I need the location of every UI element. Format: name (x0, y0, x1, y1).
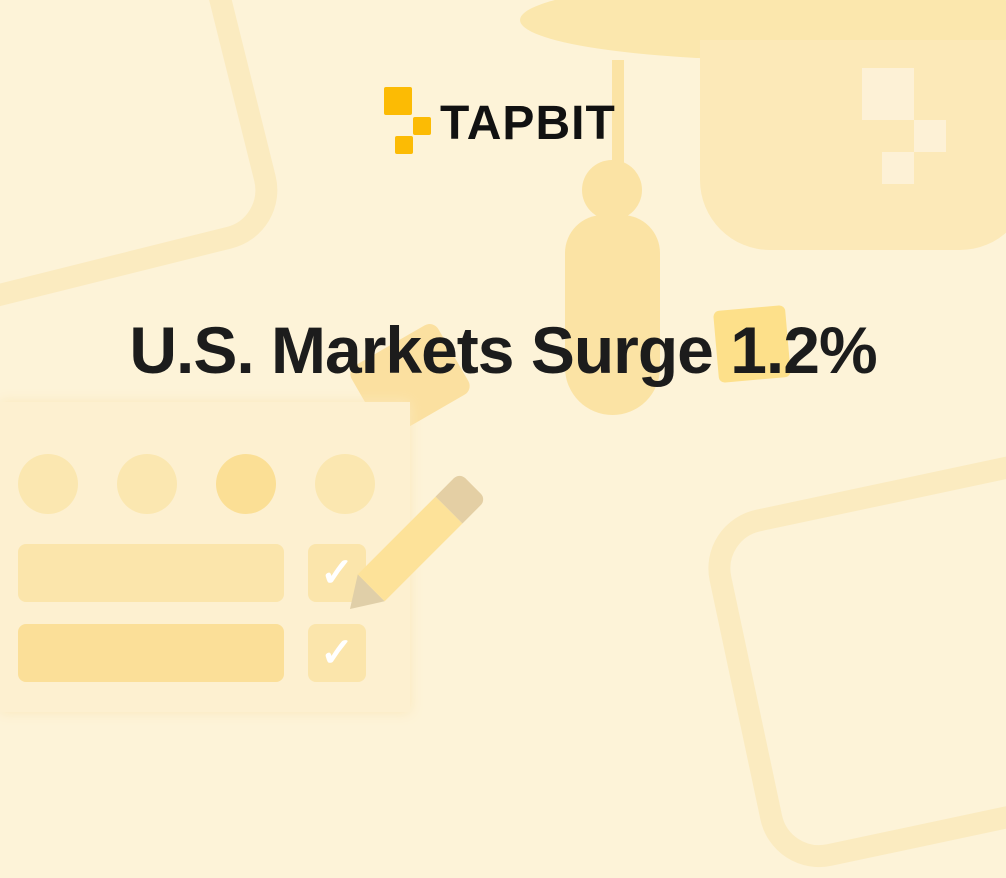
answer-bar (18, 544, 284, 602)
option-circle (216, 454, 276, 514)
quiz-card: ✓ ✓ (0, 402, 410, 712)
option-circle (18, 454, 78, 514)
check-icon: ✓ (308, 544, 366, 602)
check-icon: ✓ (308, 624, 366, 682)
headline: U.S. Markets Surge 1.2% (0, 312, 1006, 388)
background-frame-right (697, 425, 1006, 878)
headline-text: U.S. Markets Surge (129, 313, 731, 387)
option-circle (117, 454, 177, 514)
brand-name: TAPBIT (440, 97, 616, 150)
headline-highlight: 1.2% (730, 313, 877, 387)
background-frame-left (0, 0, 291, 344)
option-circle (315, 454, 375, 514)
answer-bar (18, 624, 284, 682)
